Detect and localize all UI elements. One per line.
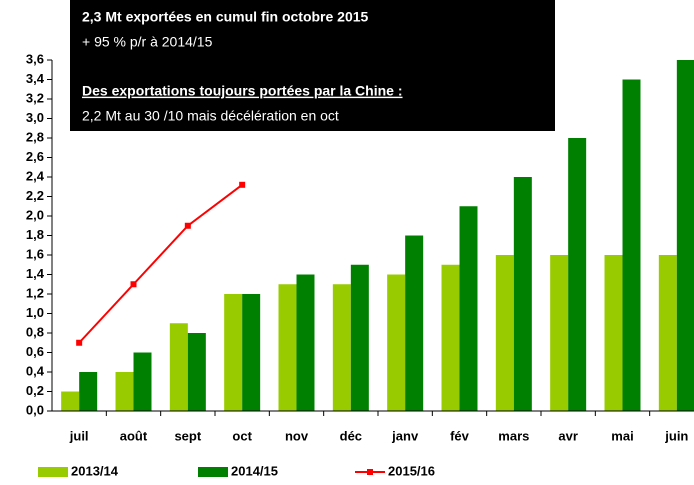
y-tick-label: 1,4 xyxy=(26,266,45,281)
y-tick-label: 3,2 xyxy=(26,90,44,105)
bar xyxy=(224,294,243,411)
bar xyxy=(622,79,641,411)
y-tick-label: 3,4 xyxy=(26,71,45,86)
x-tick-label: mars xyxy=(498,428,529,443)
legend-label: 2015/16 xyxy=(388,463,435,478)
bar xyxy=(441,264,460,411)
line-marker xyxy=(130,281,137,288)
bar xyxy=(278,284,297,411)
y-tick-label: 0,0 xyxy=(26,402,44,417)
x-tick-label: juin xyxy=(664,428,688,443)
bar xyxy=(350,264,369,411)
x-tick-label: nov xyxy=(285,428,309,443)
y-tick-label: 0,2 xyxy=(26,383,44,398)
bar xyxy=(405,235,424,411)
bar xyxy=(187,333,206,411)
legend-swatch xyxy=(198,467,228,477)
x-tick-label: mai xyxy=(611,428,633,443)
x-tick-label: août xyxy=(120,428,148,443)
legend-label: 2014/15 xyxy=(231,463,278,478)
y-tick-label: 3,6 xyxy=(26,51,44,66)
bar xyxy=(550,255,569,411)
annotation: + 95 % p/r à 2014/15 xyxy=(82,34,213,50)
x-tick-label: sept xyxy=(174,428,201,443)
annotation: 2,3 Mt exportées en cumul fin octobre 20… xyxy=(82,9,369,25)
y-tick-label: 2,0 xyxy=(26,207,44,222)
bar xyxy=(332,284,351,411)
line-marker xyxy=(76,339,83,346)
x-tick-label: oct xyxy=(232,428,252,443)
bar xyxy=(115,372,134,411)
line-marker xyxy=(184,222,191,229)
y-tick-label: 1,2 xyxy=(26,285,44,300)
y-tick-label: 1,6 xyxy=(26,246,44,261)
annotation-box xyxy=(70,0,555,131)
bar xyxy=(387,274,406,411)
y-tick-label: 0,8 xyxy=(26,324,44,339)
x-tick-label: fév xyxy=(450,428,470,443)
line-marker xyxy=(239,181,246,188)
bar xyxy=(459,206,478,411)
bar xyxy=(133,352,152,411)
annotation: 2,2 Mt au 30 /10 mais décélération en oc… xyxy=(82,108,339,124)
y-tick-label: 0,4 xyxy=(26,363,45,378)
bar xyxy=(676,60,694,411)
bar xyxy=(169,323,188,411)
bar xyxy=(61,391,80,411)
legend-swatch xyxy=(367,469,373,475)
y-tick-label: 2,8 xyxy=(26,129,44,144)
bar xyxy=(296,274,315,411)
bar xyxy=(658,255,677,411)
y-tick-label: 0,6 xyxy=(26,344,44,359)
bar xyxy=(79,372,98,411)
bar xyxy=(568,138,587,411)
y-tick-label: 1,8 xyxy=(26,227,44,242)
legend-label: 2013/14 xyxy=(71,463,119,478)
x-tick-label: déc xyxy=(340,428,362,443)
y-tick-label: 2,2 xyxy=(26,188,44,203)
legend-swatch xyxy=(38,467,68,477)
bar xyxy=(513,177,532,411)
bar xyxy=(495,255,514,411)
annotation: Des exportations toujours portées par la… xyxy=(82,83,403,99)
y-tick-label: 2,6 xyxy=(26,149,44,164)
bar xyxy=(604,255,623,411)
y-tick-label: 1,0 xyxy=(26,305,44,320)
x-tick-label: janv xyxy=(391,428,419,443)
bar xyxy=(242,294,261,411)
x-tick-label: juil xyxy=(69,428,89,443)
x-tick-label: avr xyxy=(558,428,578,443)
y-tick-label: 3,0 xyxy=(26,110,44,125)
y-tick-label: 2,4 xyxy=(26,168,45,183)
line xyxy=(78,184,243,344)
